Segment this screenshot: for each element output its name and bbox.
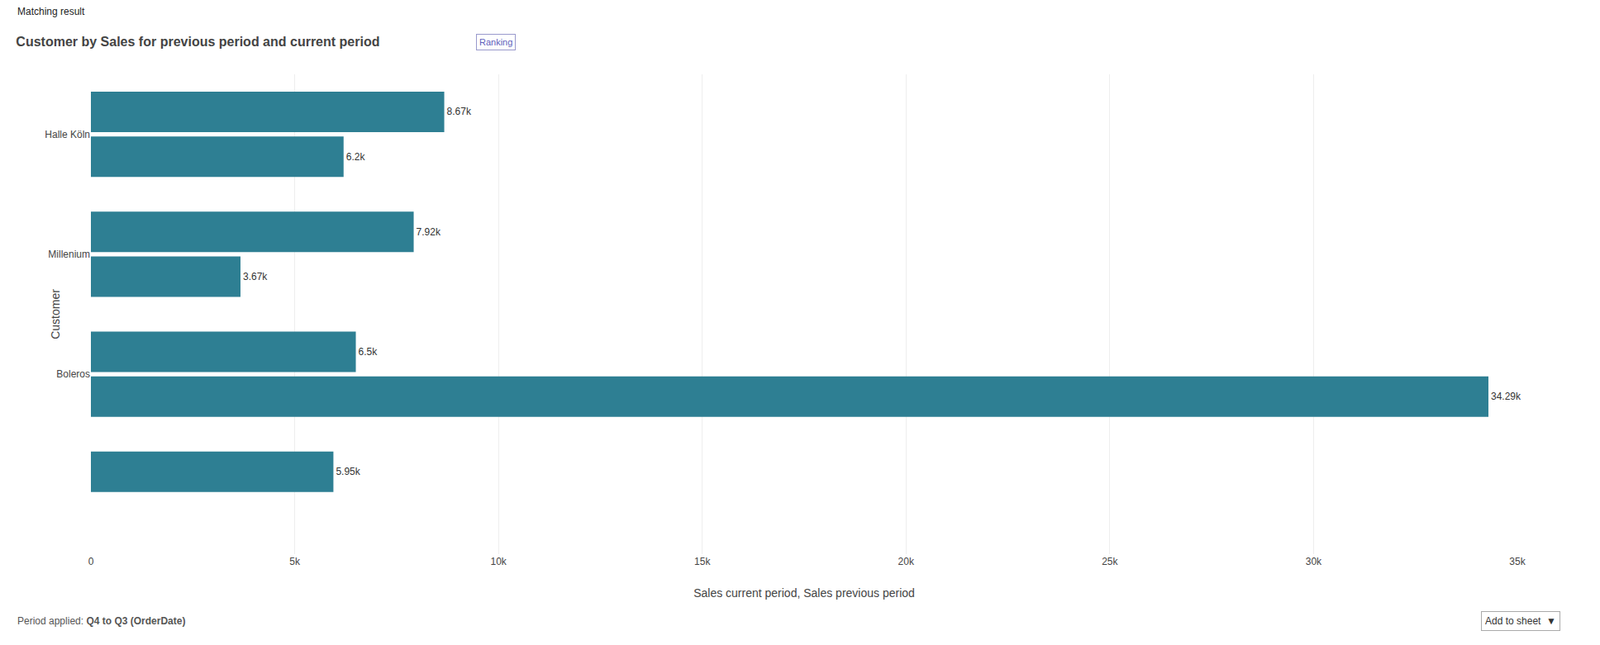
svg-text:5.95k: 5.95k bbox=[335, 466, 361, 478]
svg-text:34.29k: 34.29k bbox=[1490, 390, 1522, 403]
svg-text:Customer by Sales for previous: Customer by Sales for previous period an… bbox=[15, 34, 380, 49]
svg-text:8.67k: 8.67k bbox=[447, 105, 472, 118]
svg-text:35k: 35k bbox=[1509, 556, 1526, 568]
svg-text:10k: 10k bbox=[490, 556, 507, 568]
svg-text:7.92k: 7.92k bbox=[416, 226, 442, 239]
svg-text:0: 0 bbox=[88, 556, 95, 568]
svg-text:Ranking: Ranking bbox=[479, 37, 513, 48]
svg-text:15k: 15k bbox=[694, 556, 711, 568]
svg-text:Millenium: Millenium bbox=[47, 248, 91, 261]
svg-text:3.67k: 3.67k bbox=[242, 271, 268, 283]
svg-text:30k: 30k bbox=[1305, 556, 1323, 568]
svg-text:Customer: Customer bbox=[48, 289, 62, 340]
svg-text:Halle Köln: Halle Köln bbox=[44, 128, 91, 141]
svg-text:Sales current period, Sales pr: Sales current period, Sales previous per… bbox=[693, 586, 915, 600]
svg-text:5k: 5k bbox=[289, 556, 301, 568]
svg-text:25k: 25k bbox=[1101, 556, 1119, 568]
svg-text:6.5k: 6.5k bbox=[358, 346, 379, 358]
svg-text:Period applied: Q4 to Q3 (Orde: Period applied: Q4 to Q3 (OrderDate) bbox=[17, 615, 186, 628]
svg-text:Add to sheet ▼: Add to sheet ▼ bbox=[1485, 615, 1557, 628]
svg-text:20k: 20k bbox=[898, 556, 915, 568]
svg-text:Boleros: Boleros bbox=[56, 368, 91, 381]
svg-text:Matching result: Matching result bbox=[17, 5, 86, 18]
svg-text:6.2k: 6.2k bbox=[346, 151, 367, 163]
